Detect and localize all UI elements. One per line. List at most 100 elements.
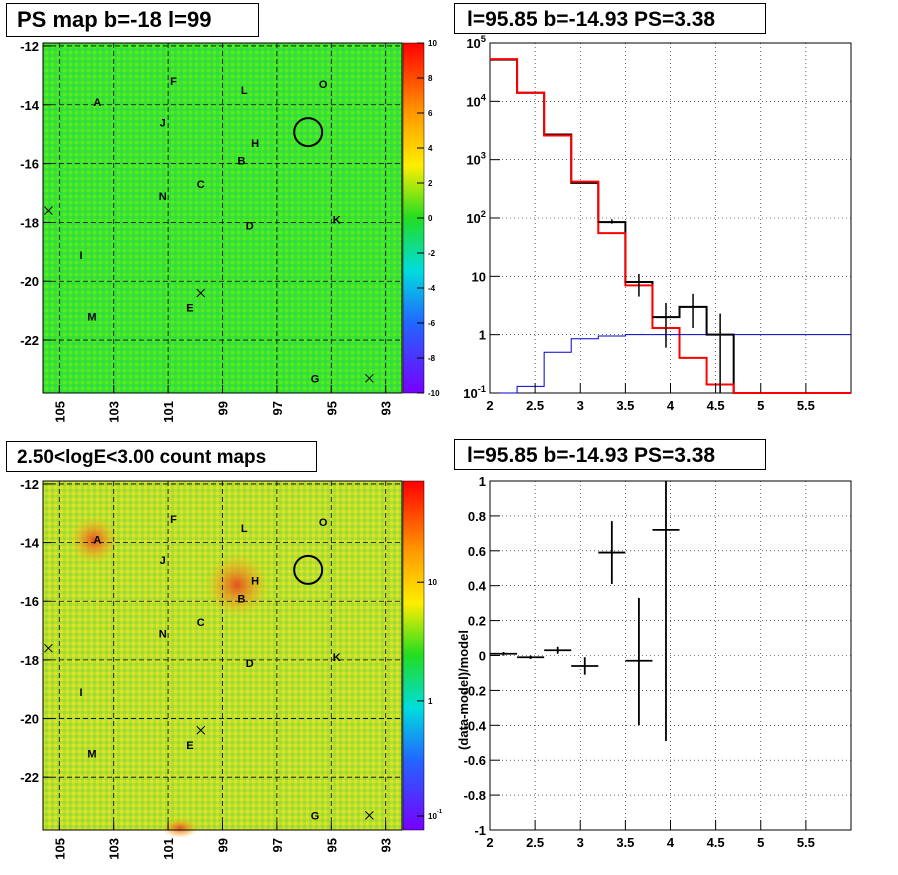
y-tick-label: -18 bbox=[20, 653, 39, 668]
source-label-j: J bbox=[160, 555, 166, 567]
colorbar-tick-label: 8 bbox=[428, 74, 433, 83]
residual-x-tick-label: 5 bbox=[757, 835, 764, 850]
spectrum-x-tick-label: 3.5 bbox=[616, 398, 634, 413]
colorbar-tick-label: 10 bbox=[428, 578, 437, 587]
source-label-g: G bbox=[311, 810, 320, 822]
source-label-l: L bbox=[241, 523, 248, 535]
residual-x-tick-label: 2 bbox=[486, 835, 493, 850]
colorbar-tick-label: -4 bbox=[428, 284, 436, 293]
source-label-h: H bbox=[251, 576, 259, 588]
x-tick-label: 97 bbox=[270, 838, 285, 852]
spectrum-y-tick-label: 1 bbox=[479, 328, 486, 343]
x-tick-label: 105 bbox=[52, 401, 67, 423]
source-label-n: N bbox=[159, 629, 167, 641]
y-tick-label: -12 bbox=[20, 477, 39, 492]
y-tick-label: -12 bbox=[20, 39, 39, 54]
x-tick-label: 97 bbox=[270, 401, 285, 415]
source-label-b: B bbox=[238, 156, 246, 168]
source-label-m: M bbox=[87, 749, 96, 761]
source-label-e: E bbox=[186, 740, 193, 752]
y-tick-label: -14 bbox=[20, 536, 40, 551]
y-tick-label: -16 bbox=[20, 157, 39, 172]
ps-map-panel: A F L O J HB C N D K I M E G 105 103 101 99 97 95 93 -12 -14 -… bbox=[20, 39, 440, 423]
y-tick-label: -14 bbox=[20, 98, 40, 113]
spectrum-y-tick-label: 10 bbox=[472, 269, 486, 284]
colorbar-tick-label: 6 bbox=[428, 109, 433, 118]
x-tick-label: 103 bbox=[107, 401, 122, 423]
source-label-i: I bbox=[80, 250, 83, 262]
spectrum-x-tick-label: 5.5 bbox=[797, 398, 815, 413]
residual-x-tick-label: 3.5 bbox=[616, 835, 634, 850]
source-label-c: C bbox=[197, 179, 205, 191]
colorbar-tick-label: -6 bbox=[428, 319, 436, 328]
residual-y-tick-label: 0.2 bbox=[468, 614, 486, 629]
spectrum-x-tick-label: 2.5 bbox=[526, 398, 544, 413]
residual-title: l=95.85 b=-14.93 PS=3.38 bbox=[454, 439, 766, 470]
x-tick-label: 95 bbox=[324, 401, 339, 415]
ps-map-sources: A F L O J HB C N D K I M E G bbox=[44, 76, 374, 385]
residual-y-tick-label: -0.2 bbox=[464, 683, 486, 698]
source-label-n: N bbox=[159, 191, 167, 203]
source-label-d: D bbox=[246, 220, 254, 232]
residual-grid bbox=[489, 480, 851, 831]
colorbar-tick-label: -2 bbox=[428, 249, 436, 258]
source-label-c: C bbox=[197, 617, 205, 629]
residual-x-tick-label: 4.5 bbox=[707, 835, 725, 850]
residual-x-tick-label: 5.5 bbox=[797, 835, 815, 850]
source-label-d: D bbox=[246, 658, 254, 670]
ps-colorbar-ticks: 10 8 6 4 2 0 -2 -4 -6 -8 -10 bbox=[417, 39, 440, 398]
residual-y-tick-label: 0.6 bbox=[468, 544, 486, 559]
selected-source-circle bbox=[293, 117, 324, 148]
source-label-a: A bbox=[93, 535, 101, 547]
x-tick-label: 95 bbox=[324, 838, 339, 852]
y-tick-label: -16 bbox=[20, 594, 39, 609]
x-tick-label: 101 bbox=[161, 838, 176, 860]
source-label-i: I bbox=[80, 687, 83, 699]
y-tick-label: -22 bbox=[20, 333, 39, 348]
source-label-l: L bbox=[241, 85, 248, 97]
y-tick-label: -22 bbox=[20, 770, 39, 785]
residual-axes: 2 2.5 3 3.5 4 4.5 5 5.5 1 0.8 0.6 0.4 0.2 0 -0.2 -0.4 -0… bbox=[464, 474, 815, 850]
residual-ylabel: (data-model)/model bbox=[456, 630, 471, 750]
x-tick-label: 103 bbox=[107, 838, 122, 860]
cross-marker bbox=[365, 810, 374, 820]
colorbar-tick-label: 10 bbox=[428, 39, 437, 48]
cross-marker bbox=[44, 643, 53, 653]
residual-x-tick-label: 3 bbox=[577, 835, 584, 850]
residual-x-tick-label: 4 bbox=[667, 835, 675, 850]
ps-map-axes: 105 103 101 99 97 95 93 -12 -14 -16 -18 -20 -22 bbox=[20, 39, 393, 423]
count-colorbar bbox=[402, 480, 425, 831]
source-label-e: E bbox=[186, 303, 193, 315]
source-label-m: M bbox=[87, 312, 96, 324]
residual-y-tick-label: 0.8 bbox=[468, 509, 486, 524]
spectrum-step-series-1 bbox=[490, 58, 851, 394]
residual-points bbox=[490, 481, 680, 742]
source-label-j: J bbox=[160, 117, 166, 129]
spectrum-x-tick-label: 2 bbox=[486, 398, 493, 413]
source-label-a: A bbox=[93, 97, 101, 109]
residual-y-tick-label: -0.4 bbox=[464, 718, 487, 733]
ps-map-grid bbox=[43, 43, 402, 393]
source-label-o: O bbox=[319, 79, 328, 91]
count-map-hotspot-bottom bbox=[162, 818, 198, 838]
selected-source-circle bbox=[293, 554, 324, 585]
colorbar-tick-label: 0 bbox=[428, 214, 433, 223]
residual-y-tick-label: -1 bbox=[474, 823, 486, 838]
residual-y-tick-label: 0.4 bbox=[468, 579, 487, 594]
x-tick-label: 99 bbox=[216, 401, 231, 415]
source-label-b: B bbox=[238, 593, 246, 605]
cross-marker bbox=[196, 725, 206, 735]
residual-y-tick-label: -0.6 bbox=[464, 753, 486, 768]
count-map-title: 2.50<logE<3.00 count maps bbox=[6, 441, 317, 472]
spectrum-title: l=95.85 b=-14.93 PS=3.38 bbox=[454, 3, 766, 34]
spectrum-y-tick-label: 105 bbox=[466, 34, 486, 51]
y-tick-label: -20 bbox=[20, 712, 39, 727]
source-label-g: G bbox=[311, 373, 320, 385]
residual-y-tick-label: 0 bbox=[479, 649, 486, 664]
x-tick-label: 93 bbox=[379, 838, 394, 852]
ps-map-title: PS map b=-18 l=99 bbox=[6, 3, 259, 37]
source-label-h: H bbox=[251, 138, 259, 150]
spectrum-panel: 2 2.5 3 3.5 4 4.5 5 5.5 10-1 1 10 102 103 104 105 bbox=[463, 34, 852, 413]
